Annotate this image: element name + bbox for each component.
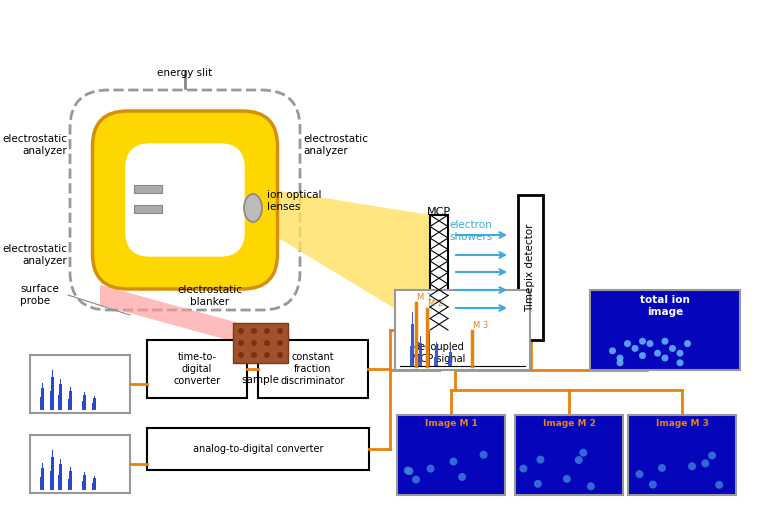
- Circle shape: [609, 347, 616, 354]
- Circle shape: [658, 464, 666, 472]
- Bar: [134, 205, 162, 213]
- Bar: [395, 290, 530, 370]
- Circle shape: [458, 473, 466, 481]
- Circle shape: [277, 328, 283, 334]
- Circle shape: [412, 475, 420, 484]
- Circle shape: [676, 349, 683, 357]
- Bar: [397, 415, 505, 495]
- Circle shape: [708, 451, 716, 459]
- Text: M 1: M 1: [417, 293, 432, 302]
- Circle shape: [449, 458, 458, 465]
- Polygon shape: [262, 188, 430, 330]
- Circle shape: [251, 340, 257, 346]
- Circle shape: [647, 340, 654, 347]
- Circle shape: [684, 340, 691, 347]
- Circle shape: [403, 466, 412, 475]
- Circle shape: [264, 328, 270, 334]
- Text: analog-to-digital converter: analog-to-digital converter: [193, 444, 323, 454]
- Circle shape: [277, 340, 283, 346]
- Circle shape: [480, 451, 488, 459]
- Bar: [134, 185, 162, 193]
- Bar: [30, 435, 130, 493]
- Circle shape: [639, 352, 646, 359]
- Text: M 3: M 3: [473, 321, 488, 330]
- Circle shape: [575, 456, 583, 464]
- Circle shape: [649, 480, 657, 489]
- Circle shape: [406, 467, 413, 475]
- FancyBboxPatch shape: [126, 144, 244, 256]
- Text: M 2: M 2: [428, 300, 443, 308]
- Bar: [258, 340, 368, 398]
- Circle shape: [519, 464, 527, 473]
- FancyBboxPatch shape: [93, 111, 278, 289]
- Text: Image M 3: Image M 3: [655, 419, 708, 428]
- Text: surface
probe: surface probe: [20, 284, 58, 306]
- Circle shape: [715, 481, 723, 489]
- Circle shape: [616, 355, 623, 361]
- Circle shape: [688, 462, 696, 470]
- Circle shape: [661, 337, 668, 345]
- Text: Image M 1: Image M 1: [424, 419, 477, 428]
- Circle shape: [534, 480, 542, 488]
- Circle shape: [632, 345, 639, 352]
- Circle shape: [624, 340, 631, 347]
- Text: time-to-
digital
converter: time-to- digital converter: [173, 353, 221, 386]
- Circle shape: [238, 352, 244, 358]
- Circle shape: [636, 470, 643, 478]
- Ellipse shape: [244, 194, 262, 222]
- Text: Image M 2: Image M 2: [543, 419, 595, 428]
- Circle shape: [251, 328, 257, 334]
- Circle shape: [537, 456, 544, 464]
- Text: total ion
image: total ion image: [640, 295, 690, 317]
- Circle shape: [661, 355, 668, 361]
- Circle shape: [639, 337, 646, 345]
- Bar: [628, 415, 736, 495]
- Bar: [430, 215, 448, 330]
- Polygon shape: [100, 285, 290, 357]
- Bar: [30, 355, 130, 413]
- Text: energy slit: energy slit: [158, 68, 213, 78]
- Circle shape: [427, 464, 434, 473]
- Text: decoupled
MCP signal: decoupled MCP signal: [413, 342, 466, 363]
- Circle shape: [238, 328, 244, 334]
- Text: electrostatic
analyzer: electrostatic analyzer: [2, 244, 67, 266]
- Bar: [147, 428, 369, 470]
- Circle shape: [616, 359, 623, 366]
- Text: electrostatic
analyzer: electrostatic analyzer: [303, 134, 368, 156]
- Text: MCP: MCP: [427, 207, 451, 217]
- Text: electrostatic
analyzer: electrostatic analyzer: [2, 134, 67, 156]
- Circle shape: [238, 340, 244, 346]
- Circle shape: [264, 340, 270, 346]
- Circle shape: [587, 482, 595, 490]
- Circle shape: [251, 352, 257, 358]
- Bar: [147, 340, 247, 398]
- Text: electrostatic
blanker: electrostatic blanker: [178, 285, 243, 307]
- Text: electron
showers: electron showers: [449, 220, 493, 242]
- Bar: [590, 290, 740, 370]
- Circle shape: [563, 475, 571, 483]
- Text: constant
fraction
discriminator: constant fraction discriminator: [281, 353, 346, 386]
- Text: ion optical
lenses: ion optical lenses: [267, 190, 321, 212]
- Circle shape: [277, 352, 283, 358]
- Bar: [515, 415, 623, 495]
- Circle shape: [676, 359, 683, 366]
- Circle shape: [654, 349, 661, 357]
- Circle shape: [580, 449, 587, 457]
- Bar: [233, 323, 288, 363]
- Circle shape: [264, 352, 270, 358]
- Bar: [518, 195, 543, 340]
- Circle shape: [669, 345, 676, 352]
- Text: Timepix detector: Timepix detector: [526, 223, 536, 312]
- Text: sample: sample: [241, 375, 279, 385]
- Circle shape: [701, 459, 709, 467]
